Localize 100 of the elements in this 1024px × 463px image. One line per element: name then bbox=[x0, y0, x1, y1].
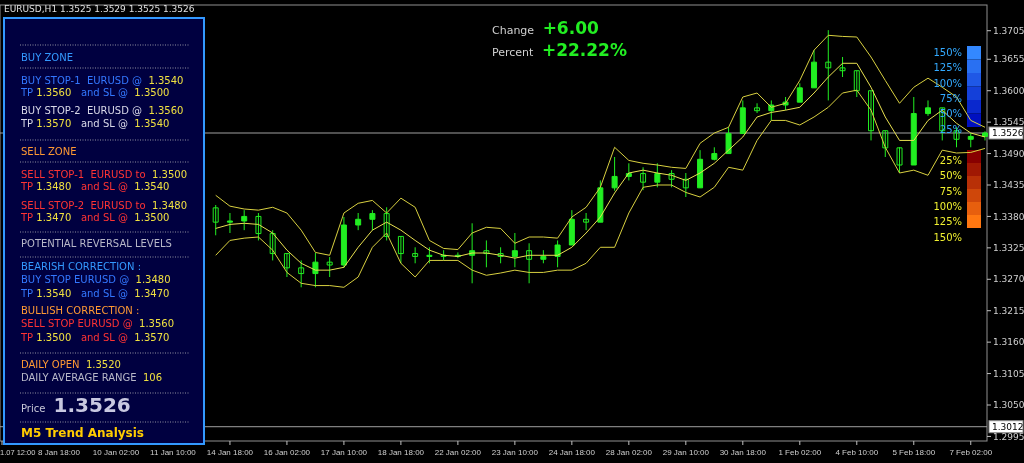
candlestick bbox=[511, 232, 518, 268]
x-tick-label: 24 Jan 18:00 bbox=[548, 448, 596, 457]
line-series bbox=[215, 62, 986, 271]
annotation: Percent +22.22% bbox=[492, 40, 627, 60]
y-tick-label: 1.3600 bbox=[993, 85, 1024, 96]
candlestick bbox=[426, 246, 433, 264]
x-tick-label: 4 Feb 10:00 bbox=[835, 448, 879, 457]
x-tick-label: 14 Jan 18:00 bbox=[206, 448, 254, 457]
annotation: BUY STOP EURUSD @ 1.3480 bbox=[21, 274, 171, 285]
annotation: 25% bbox=[939, 155, 962, 166]
x-tick-label: 11 Jan 10:00 bbox=[150, 448, 197, 457]
annotation: 100% bbox=[933, 200, 962, 212]
y-tick-label: 1.3705 bbox=[993, 25, 1024, 36]
candlestick bbox=[212, 204, 219, 236]
y-tick-label: 1.3435 bbox=[993, 180, 1024, 191]
annotation: Price 1.3526 bbox=[21, 393, 131, 417]
y-tick-label: 1.3380 bbox=[993, 211, 1024, 222]
annotation: 150% bbox=[933, 47, 962, 58]
candlestick bbox=[967, 132, 974, 148]
candlestick bbox=[839, 56, 846, 78]
x-tick-label: 23 Jan 10:00 bbox=[491, 448, 539, 457]
x-tick-label: 5 Feb 18:00 bbox=[892, 448, 936, 457]
candlestick bbox=[611, 156, 618, 192]
candlestick bbox=[283, 252, 290, 278]
annotation: SELL ZONE bbox=[21, 146, 77, 157]
annotation: SELL STOP-1 EURUSD to 1.3500 bbox=[21, 169, 188, 180]
annotation: POTENTIAL REVERSAL LEVELS bbox=[21, 238, 172, 249]
candlestick bbox=[483, 239, 490, 268]
y-tick-label: 1.3490 bbox=[993, 148, 1024, 159]
candlestick bbox=[340, 216, 347, 269]
y-tick-label: 1.3545 bbox=[993, 117, 1024, 128]
annotation: 125% bbox=[933, 216, 962, 228]
candlestick bbox=[526, 242, 533, 284]
annotation: BUY STOP-1 EURUSD @ 1.3540 bbox=[21, 75, 184, 86]
candlestick bbox=[925, 99, 932, 117]
annotation: Change +6.00 bbox=[492, 18, 599, 38]
candlestick bbox=[754, 102, 761, 114]
annotation: 75% bbox=[939, 92, 962, 104]
candlestick bbox=[910, 96, 917, 166]
candlestick bbox=[640, 166, 647, 191]
candlestick bbox=[697, 149, 704, 189]
y-tick-label: 1.3655 bbox=[993, 54, 1024, 65]
annotation: TP 1.3470 and SL @ 1.3500 bbox=[20, 212, 170, 223]
x-tick-label: 18 Jan 18:00 bbox=[377, 448, 425, 457]
annotation: SELL STOP EURUSD @ 1.3560 bbox=[21, 318, 175, 329]
y-tick-label: 1.2995 bbox=[993, 431, 1024, 442]
line-series bbox=[215, 89, 986, 288]
candlestick bbox=[825, 29, 832, 101]
annotation: SELL STOP-2 EURUSD to 1.3480 bbox=[21, 200, 188, 211]
x-tick-label: 10 Jan 02:00 bbox=[92, 448, 140, 457]
candlestick bbox=[853, 70, 860, 98]
annotation: BEARISH CORRECTION : bbox=[21, 261, 142, 272]
candlestick bbox=[440, 249, 447, 261]
annotation: BULLISH CORRECTION : bbox=[21, 305, 140, 316]
x-tick-label: 8 Jan 18:00 bbox=[38, 448, 81, 457]
annotation: TP 1.3560 and SL @ 1.3500 bbox=[20, 87, 170, 98]
candlestick bbox=[298, 259, 305, 288]
candlestick bbox=[369, 209, 376, 231]
candlestick bbox=[982, 130, 988, 141]
candlestick bbox=[725, 126, 732, 155]
candlestick bbox=[583, 212, 590, 231]
annotation: M5 Trend Analysis bbox=[21, 426, 144, 440]
annotation: TP 1.3570 and SL @ 1.3540 bbox=[20, 118, 170, 129]
x-tick-label: 29 Jan 10:00 bbox=[662, 448, 710, 457]
x-tick-label: 16 Jan 02:00 bbox=[263, 448, 311, 457]
candlestick bbox=[739, 99, 746, 135]
annotation: BUY ZONE bbox=[21, 52, 74, 63]
candlestick bbox=[412, 246, 419, 264]
y-tick-label: 1.3270 bbox=[993, 274, 1024, 285]
candlestick bbox=[811, 49, 818, 89]
candlestick bbox=[568, 209, 575, 246]
y-tick-label: 1.3215 bbox=[993, 305, 1024, 316]
candlestick bbox=[326, 256, 333, 278]
candlestick bbox=[682, 172, 689, 198]
candlestick bbox=[255, 212, 262, 241]
candlestick bbox=[882, 130, 889, 158]
y-tick-label: 1.3105 bbox=[993, 368, 1024, 379]
candlestick bbox=[269, 229, 276, 261]
annotation: DAILY OPEN 1.3520 bbox=[21, 359, 121, 370]
y-tick-label: 1.3160 bbox=[993, 337, 1024, 348]
annotation: 125% bbox=[933, 62, 962, 74]
candlestick bbox=[668, 169, 675, 188]
annotation: DAILY AVERAGE RANGE 106 bbox=[21, 372, 163, 383]
annotation: TP 1.3480 and SL @ 1.3540 bbox=[20, 181, 170, 192]
candlestick bbox=[355, 212, 362, 231]
candlestick bbox=[711, 146, 718, 161]
candlestick bbox=[497, 246, 504, 264]
line-series bbox=[215, 34, 986, 256]
annotation: 150% bbox=[933, 231, 962, 243]
candlestick bbox=[540, 249, 547, 264]
x-tick-label: 28 Jan 02:00 bbox=[605, 448, 653, 457]
candlestick bbox=[312, 252, 319, 288]
candlestick bbox=[241, 209, 248, 231]
y-tick-label: 1.3050 bbox=[993, 400, 1024, 411]
annotation: TP 1.3540 and SL @ 1.3470 bbox=[20, 288, 170, 299]
x-tick-label: 30 Jan 18:00 bbox=[719, 448, 767, 457]
x-tick-label: 1 Feb 02:00 bbox=[778, 448, 822, 457]
ref-line-label: 1.3526 bbox=[992, 128, 1024, 139]
x-tick-label: 17 Jan 10:00 bbox=[320, 448, 368, 457]
candlestick bbox=[796, 82, 803, 103]
